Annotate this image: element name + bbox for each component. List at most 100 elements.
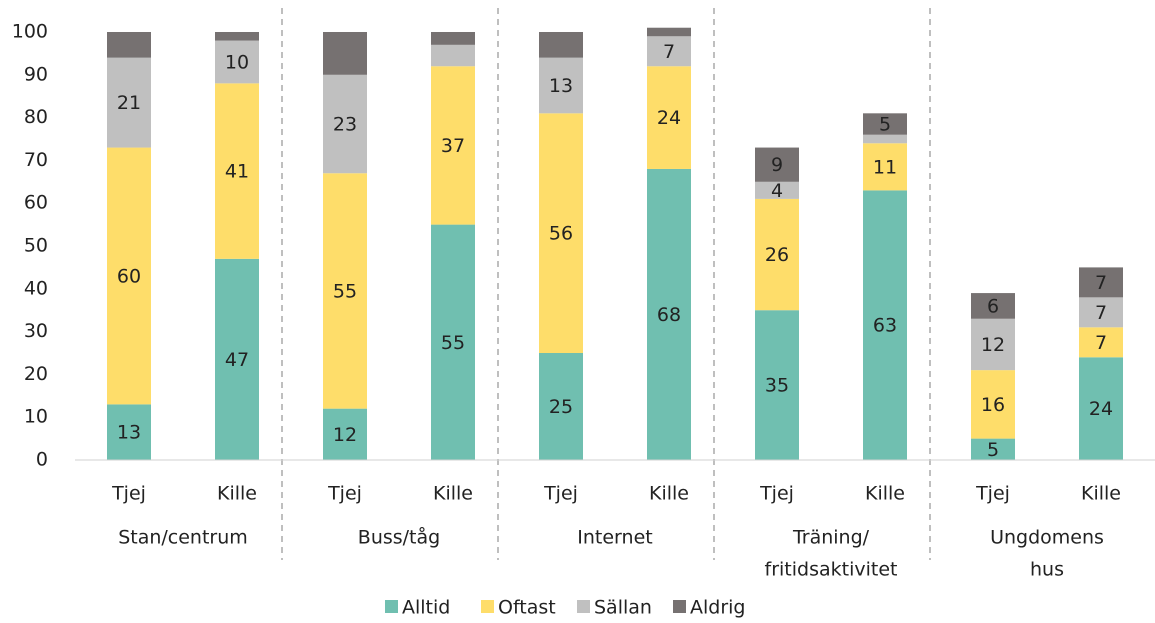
x-tick-label: Tjej	[759, 483, 794, 505]
bar-segment	[755, 181, 799, 199]
x-tick-label: Kille	[217, 483, 257, 505]
data-label: 16	[981, 394, 1005, 416]
bar-segment	[1079, 267, 1123, 298]
x-tick-label: Kille	[433, 483, 473, 505]
x-tick-label: Tjej	[543, 483, 578, 505]
data-label: 7	[1095, 272, 1107, 294]
bar-segment	[755, 198, 799, 311]
bar-segment	[755, 147, 799, 182]
group-label: Ungdomens	[990, 527, 1104, 549]
y-tick-label: 50	[24, 235, 48, 257]
y-tick-label: 70	[24, 149, 48, 171]
x-tick-label: Tjej	[327, 483, 362, 505]
data-label: 12	[333, 424, 357, 446]
bar-segment	[323, 173, 367, 409]
legend-swatch	[577, 600, 590, 613]
x-tick-label: Kille	[865, 483, 905, 505]
data-label: 7	[1095, 302, 1107, 324]
bar-segment	[863, 113, 907, 135]
y-tick-label: 10	[24, 406, 48, 428]
y-tick-label: 40	[24, 277, 48, 299]
bar-segment	[215, 32, 259, 41]
bar-segment	[647, 168, 691, 460]
bar-segment	[107, 57, 151, 148]
legend-swatch	[673, 600, 686, 613]
y-tick-label: 100	[12, 21, 48, 43]
y-tick-label: 20	[24, 363, 48, 385]
bar-segment	[647, 66, 691, 169]
bar-segment	[971, 293, 1015, 319]
data-label: 7	[1095, 332, 1107, 354]
y-tick-label: 90	[24, 63, 48, 85]
legend-label: Aldrig	[690, 597, 746, 619]
bar-segment	[1079, 297, 1123, 328]
bar-segment	[107, 32, 151, 58]
data-label: 47	[225, 349, 249, 371]
legend-label: Oftast	[498, 597, 556, 619]
y-tick-label: 60	[24, 192, 48, 214]
bar-segment	[215, 83, 259, 259]
bar-segment	[755, 310, 799, 460]
data-label: 24	[657, 107, 681, 129]
group-label: Buss/tåg	[358, 526, 440, 549]
bar-segment	[539, 32, 583, 58]
data-label: 55	[441, 332, 465, 354]
group-label: Träning/	[792, 527, 870, 549]
data-label: 56	[549, 223, 573, 245]
data-label: 55	[333, 280, 357, 302]
bar-segment	[107, 404, 151, 460]
x-tick-label: Tjej	[111, 483, 146, 505]
bar-segment	[863, 190, 907, 461]
legend-label: Sällan	[594, 597, 652, 619]
bar-segment	[215, 40, 259, 84]
bar-segment	[1079, 327, 1123, 358]
x-tick-label: Kille	[1081, 483, 1121, 505]
data-label: 63	[873, 315, 897, 337]
data-label: 37	[441, 135, 465, 157]
data-label: 12	[981, 334, 1005, 356]
data-label: 10	[225, 51, 249, 73]
bar-segment	[323, 32, 367, 75]
data-label: 35	[765, 375, 789, 397]
group-label: Internet	[577, 527, 652, 549]
bar-segment	[431, 44, 475, 67]
data-label: 23	[333, 114, 357, 136]
group-label: fritidsaktivitet	[765, 559, 898, 581]
data-label: 60	[117, 265, 141, 287]
bar-segment	[539, 113, 583, 353]
bar-segment	[863, 143, 907, 191]
data-label: 5	[987, 439, 999, 461]
x-tick-label: Tjej	[975, 483, 1010, 505]
data-label: 4	[771, 180, 783, 202]
group-label: hus	[1030, 559, 1064, 581]
y-tick-label: 0	[36, 449, 48, 471]
data-label: 21	[117, 92, 141, 114]
data-label: 5	[879, 114, 891, 136]
data-label: 41	[225, 161, 249, 183]
data-label: 68	[657, 304, 681, 326]
data-label: 24	[1089, 398, 1113, 420]
data-label: 11	[873, 156, 897, 178]
bar-segment	[863, 134, 907, 144]
legend-swatch	[481, 600, 494, 613]
bar-segment	[431, 66, 475, 225]
bar-segment	[1079, 357, 1123, 460]
bar-segment	[647, 36, 691, 67]
data-label: 26	[765, 244, 789, 266]
data-label: 13	[549, 75, 573, 97]
bar-segment	[323, 408, 367, 460]
y-tick-label: 80	[24, 106, 48, 128]
y-tick-label: 30	[24, 320, 48, 342]
x-tick-label: Kille	[649, 483, 689, 505]
data-label: 25	[549, 396, 573, 418]
bar-segment	[107, 147, 151, 405]
bar-segment	[647, 27, 691, 37]
data-label: 7	[663, 41, 675, 63]
bar-segment	[971, 370, 1015, 439]
group-label: Stan/centrum	[118, 527, 248, 549]
bar-segment	[539, 353, 583, 460]
bar-segment	[215, 258, 259, 460]
data-label: 13	[117, 422, 141, 444]
data-label: 9	[771, 154, 783, 176]
